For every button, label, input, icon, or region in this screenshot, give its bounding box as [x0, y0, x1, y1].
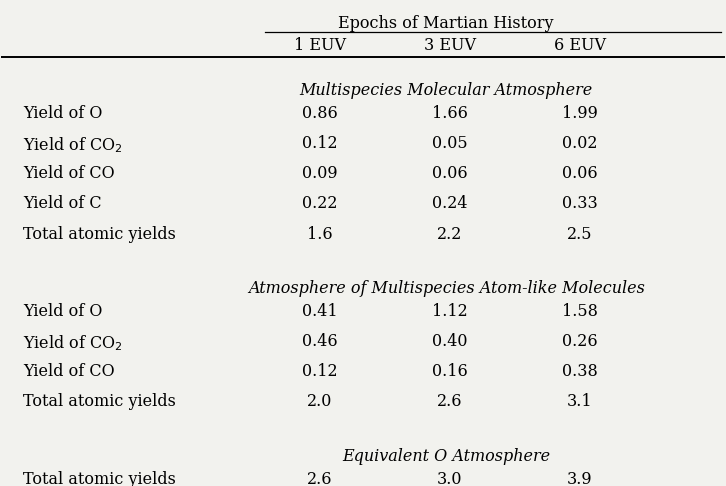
Text: 6 EUV: 6 EUV	[554, 37, 606, 54]
Text: Equivalent O Atmosphere: Equivalent O Atmosphere	[342, 449, 550, 466]
Text: Yield of CO$_2$: Yield of CO$_2$	[23, 333, 123, 353]
Text: Yield of CO: Yield of CO	[23, 165, 115, 182]
Text: 0.46: 0.46	[302, 333, 338, 350]
Text: 0.86: 0.86	[302, 105, 338, 122]
Text: Multispecies Molecular Atmosphere: Multispecies Molecular Atmosphere	[300, 83, 593, 100]
Text: Epochs of Martian History: Epochs of Martian History	[338, 15, 554, 32]
Text: 0.26: 0.26	[562, 333, 597, 350]
Text: 2.0: 2.0	[307, 394, 333, 411]
Text: Total atomic yields: Total atomic yields	[23, 226, 176, 243]
Text: 2.5: 2.5	[567, 226, 592, 243]
Text: 3.9: 3.9	[567, 471, 593, 486]
Text: 0.12: 0.12	[302, 364, 338, 380]
Text: 0.05: 0.05	[432, 135, 468, 152]
Text: 3.1: 3.1	[567, 394, 593, 411]
Text: 0.41: 0.41	[302, 303, 338, 320]
Text: Total atomic yields: Total atomic yields	[23, 394, 176, 411]
Text: 0.24: 0.24	[432, 195, 468, 212]
Text: 2.6: 2.6	[307, 471, 333, 486]
Text: 0.06: 0.06	[432, 165, 468, 182]
Text: Yield of O: Yield of O	[23, 105, 102, 122]
Text: Atmosphere of Multispecies Atom-like Molecules: Atmosphere of Multispecies Atom-like Mol…	[248, 280, 645, 297]
Text: Yield of C: Yield of C	[23, 195, 102, 212]
Text: 0.06: 0.06	[562, 165, 597, 182]
Text: 3.0: 3.0	[437, 471, 462, 486]
Text: 0.16: 0.16	[432, 364, 468, 380]
Text: 0.12: 0.12	[302, 135, 338, 152]
Text: 3 EUV: 3 EUV	[424, 37, 476, 54]
Text: 1 EUV: 1 EUV	[293, 37, 346, 54]
Text: 0.38: 0.38	[562, 364, 597, 380]
Text: 0.22: 0.22	[302, 195, 338, 212]
Text: Yield of CO$_2$: Yield of CO$_2$	[23, 135, 123, 155]
Text: Yield of O: Yield of O	[23, 303, 102, 320]
Text: 0.40: 0.40	[432, 333, 468, 350]
Text: Total atomic yields: Total atomic yields	[23, 471, 176, 486]
Text: 2.6: 2.6	[437, 394, 462, 411]
Text: 1.6: 1.6	[307, 226, 333, 243]
Text: 2.2: 2.2	[437, 226, 462, 243]
Text: 0.09: 0.09	[302, 165, 338, 182]
Text: 0.33: 0.33	[562, 195, 597, 212]
Text: 0.02: 0.02	[562, 135, 597, 152]
Text: Yield of CO: Yield of CO	[23, 364, 115, 380]
Text: 1.12: 1.12	[432, 303, 468, 320]
Text: 1.66: 1.66	[432, 105, 468, 122]
Text: 1.99: 1.99	[562, 105, 598, 122]
Text: 1.58: 1.58	[562, 303, 598, 320]
